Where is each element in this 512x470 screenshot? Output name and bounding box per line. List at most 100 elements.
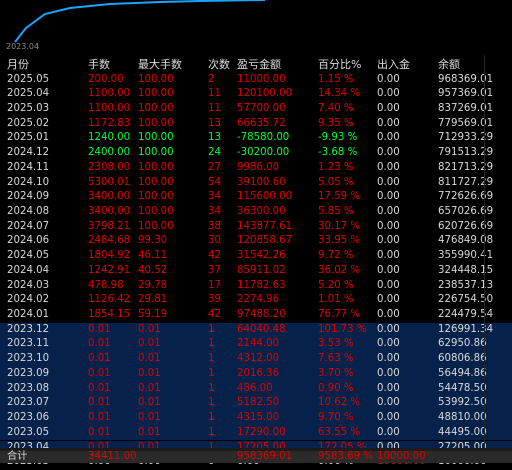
header-deposit[interactable]: 出入金	[377, 58, 410, 71]
cell-deposit: 0.00	[377, 323, 400, 335]
header-percent[interactable]: 百分比%	[318, 58, 362, 71]
table-row[interactable]: 2023.10 0.01 0.01 1 4312.00 7.63 % 0.00 60806.8…	[0, 352, 512, 367]
cell-balance: 56494.86	[438, 367, 487, 379]
cell-count: 34	[208, 191, 221, 203]
cell-balance: 821713.29	[438, 161, 494, 173]
cell-balance: 837269.01	[438, 102, 494, 114]
cell-balance: 226754.50	[438, 294, 494, 306]
table-row[interactable]: 2025.04 1100.00 100.00 11 120100.00 14.34 % 0.…	[0, 87, 512, 102]
table-row[interactable]: 2024.08 3400.00 100.00 34 36300.00 5.85 % 0.00…	[0, 205, 512, 220]
table-row[interactable]: 2025.01 1240.00 100.00 13 -78580.00 -9.93 % 0.…	[0, 131, 512, 146]
total-label: 合计	[7, 451, 28, 462]
horizontal-scrollbar[interactable]	[0, 448, 512, 451]
cell-percent: 30.17 %	[318, 220, 361, 232]
table-row[interactable]: 2024.07 3798.21 100.00 38 143877.61 30.17 % 0.…	[0, 220, 512, 235]
cell-percent: 10.62 %	[318, 397, 361, 409]
cell-month: 2023.08	[7, 382, 50, 394]
cell-month: 2024.10	[7, 176, 50, 188]
cell-lots: 0.01	[88, 367, 111, 379]
cell-month: 2024.05	[7, 250, 50, 262]
cell-month: 2023.05	[7, 426, 50, 438]
table-row[interactable]: 2024.06 2484.68 99.30 30 120858.67 33.95 % 0.0…	[0, 234, 512, 249]
table-row[interactable]: 2023.12 0.01 0.01 1 64040.48 101.73 % 0.00 1269…	[0, 322, 512, 338]
cell-pnl: -30200.00	[237, 147, 290, 159]
table-row[interactable]: 2024.09 3400.00 100.00 34 115600.00 17.59 % 0.…	[0, 190, 512, 205]
cell-count: 54	[208, 176, 221, 188]
cell-pnl: 115600.00	[237, 191, 293, 203]
cell-pnl: 97488.20	[237, 309, 286, 321]
table-row[interactable]: 2024.01 1854.15 59.19 42 97488.20 76.77 % 0.00…	[0, 308, 512, 323]
cell-max-lots: 100.00	[138, 205, 174, 217]
cell-pnl: 120858.67	[237, 235, 293, 247]
table-row[interactable]: 2023.09 0.01 0.01 1 2016.36 3.70 % 0.00 56494.8…	[0, 366, 512, 382]
header-pnl[interactable]: 盈亏金额	[237, 58, 281, 71]
cell-percent: 9.35 %	[318, 117, 354, 129]
table-row[interactable]: 2023.05 0.01 0.01 1 17290.00 63.55 % 0.00 44495…	[0, 425, 512, 441]
cell-max-lots: 100.00	[138, 132, 174, 144]
cell-lots: 478.98	[88, 279, 124, 291]
cell-count: 30	[208, 235, 221, 247]
cell-max-lots: 0.01	[138, 426, 161, 438]
header-month[interactable]: 月份	[7, 58, 29, 71]
table-row[interactable]: 2023.08 0.01 0.01 1 486.00 0.90 % 0.00 54478.50	[0, 381, 512, 397]
total-lots: 34411.00	[88, 451, 137, 462]
cell-deposit: 0.00	[377, 279, 400, 291]
header-count[interactable]: 次数	[208, 58, 230, 71]
table-row[interactable]: 2024.11 2308.00 100.00 27 9986.00 1.23 % 0.00 8…	[0, 161, 512, 176]
cell-count: 17	[208, 279, 221, 291]
cell-count: 1	[208, 426, 215, 438]
cell-count: 13	[208, 117, 221, 129]
cell-pnl: 11782.63	[237, 279, 286, 291]
cell-lots: 0.01	[88, 441, 111, 453]
cell-month: 2024.09	[7, 191, 50, 203]
cell-deposit: 0.00	[377, 294, 400, 306]
header-balance[interactable]: 余额	[438, 58, 460, 71]
cell-pnl: 64040.48	[237, 323, 286, 335]
cell-deposit: 0.00	[377, 132, 400, 144]
cell-balance: 126991.34	[438, 323, 494, 335]
cell-lots: 0.01	[88, 382, 111, 394]
cell-deposit: 0.00	[377, 205, 400, 217]
cell-month: 2024.07	[7, 220, 50, 232]
cell-pnl: 17290.00	[237, 426, 286, 438]
cell-lots: 2484.68	[88, 235, 131, 247]
cell-month: 2025.05	[7, 73, 50, 85]
table-row[interactable]: 2023.11 0.01 0.01 1 2144.00 3.53 % 0.00 62950.8…	[0, 337, 512, 353]
cell-percent: 63.55 %	[318, 426, 361, 438]
table-row[interactable]: 2023.07 0.01 0.01 1 5182.50 10.62 % 0.00 53992.…	[0, 396, 512, 412]
table-row[interactable]: 2024.04 1242.91 40.52 37 85911.02 36.02 % 0.00…	[0, 264, 512, 279]
cell-max-lots: 99.30	[138, 235, 168, 247]
cell-max-lots: 59.19	[138, 309, 168, 321]
cell-max-lots: 29.81	[138, 294, 168, 306]
table-row[interactable]: 2024.03 478.98 29.78 17 11782.63 5.20 % 0.00 23…	[0, 279, 512, 294]
table-row[interactable]: 2023.06 0.01 0.01 1 4315.00 9.70 % 0.00 48810.0…	[0, 411, 512, 426]
table-row[interactable]: 2025.05 200.00 100.00 2 11000.00 1.15 % 0.00 96…	[0, 73, 512, 88]
cell-month: 2024.12	[7, 147, 50, 159]
column-divider	[484, 55, 485, 463]
cell-pnl: 2016.36	[237, 367, 280, 379]
cell-lots: 0.01	[88, 397, 111, 409]
cell-month: 2023.10	[7, 353, 50, 365]
cell-percent: -3.68 %	[318, 147, 358, 159]
cell-lots: 0.01	[88, 412, 111, 424]
table-row[interactable]: 2024.02 1126.42 29.81 39 2274.96 1.01 % 0.00 22…	[0, 293, 512, 308]
table-row[interactable]: 2024.10 5300.01 100.00 54 39100.60 5.05 % 0.00…	[0, 176, 512, 191]
equity-chart: 2023.04	[0, 0, 512, 55]
cell-pnl: 4312.00	[237, 353, 280, 365]
cell-count: 42	[208, 309, 221, 321]
cell-max-lots: 100.00	[138, 191, 174, 203]
cell-max-lots: 100.00	[138, 73, 174, 85]
table-row[interactable]: 2025.03 1100.00 100.00 11 57700.00 7.40 % 0.00…	[0, 102, 512, 117]
table-row[interactable]: 2024.05 1804.92 46.11 42 31542.26 9.72 % 0.00 3…	[0, 249, 512, 264]
cell-percent: 3.53 %	[318, 338, 354, 350]
cell-month: 2023.09	[7, 367, 50, 379]
cell-balance: 957369.01	[438, 88, 494, 100]
total-percent: 9583.69 %	[318, 451, 374, 462]
header-max-lots[interactable]: 最大手数	[138, 58, 182, 71]
table-row[interactable]: 2024.12 2400.00 100.00 24 -30200.00 -3.68 % 0.…	[0, 146, 512, 161]
cell-lots: 1242.91	[88, 264, 131, 276]
cell-deposit: 0.00	[377, 88, 400, 100]
cell-count: 1	[208, 353, 215, 365]
table-row[interactable]: 2025.02 1172.83 100.00 13 66635.72 9.35 % 0.00…	[0, 117, 512, 132]
header-lots[interactable]: 手数	[88, 58, 110, 71]
